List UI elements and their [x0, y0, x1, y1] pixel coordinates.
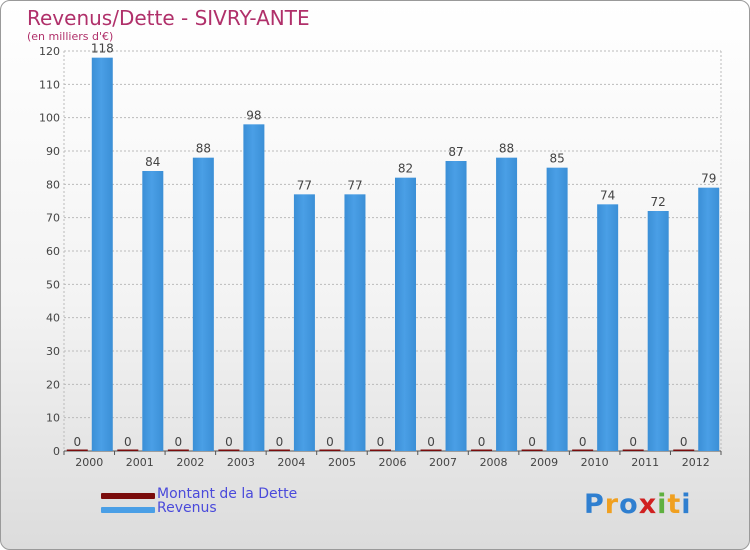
x-tick-label: 2007	[429, 456, 457, 469]
data-label-dette: 0	[478, 435, 486, 449]
logo-letter: t	[667, 489, 682, 520]
y-tick-label: 70	[46, 212, 60, 225]
bar-dette	[218, 449, 240, 451]
data-label-revenus: 77	[347, 178, 362, 192]
data-label-dette: 0	[680, 435, 688, 449]
x-tick-label: 2000	[75, 456, 103, 469]
data-label-revenus: 79	[701, 172, 716, 186]
x-tick-label: 2011	[631, 456, 659, 469]
data-label-revenus: 88	[499, 142, 514, 156]
bar-revenus	[597, 204, 619, 451]
data-label-dette: 0	[326, 435, 334, 449]
bar-dette	[319, 449, 341, 451]
bar-revenus	[243, 124, 265, 451]
data-label-dette: 0	[579, 435, 587, 449]
bar-revenus	[344, 194, 366, 452]
data-label-revenus: 72	[651, 195, 666, 209]
data-label-revenus: 84	[145, 155, 160, 169]
bar-revenus	[192, 157, 214, 451]
data-label-revenus: 82	[398, 162, 413, 176]
bar-revenus	[647, 211, 669, 451]
x-tick-label: 2010	[581, 456, 609, 469]
data-label-dette: 0	[427, 435, 435, 449]
data-label-dette: 0	[124, 435, 132, 449]
data-label-dette: 0	[377, 435, 385, 449]
y-tick-label: 120	[39, 45, 60, 58]
data-label-revenus: 98	[246, 108, 261, 122]
logo-letter: o	[619, 489, 639, 520]
y-tick-label: 40	[46, 312, 60, 325]
y-tick-label: 100	[39, 112, 60, 125]
x-tick-label: 2006	[379, 456, 407, 469]
data-label-revenus: 74	[600, 188, 615, 202]
bar-revenus	[293, 194, 315, 452]
y-tick-label: 80	[46, 178, 60, 191]
bar-revenus	[496, 157, 518, 451]
data-label-revenus: 77	[297, 178, 312, 192]
bar-revenus	[445, 161, 467, 451]
x-tick-label: 2008	[480, 456, 508, 469]
x-tick-label: 2012	[682, 456, 710, 469]
bar-dette	[268, 449, 290, 451]
y-tick-label: 90	[46, 145, 60, 158]
data-label-dette: 0	[73, 435, 81, 449]
logo-letter: P	[584, 489, 605, 520]
data-label-revenus: 118	[91, 42, 114, 56]
data-label-dette: 0	[276, 435, 284, 449]
y-tick-label: 60	[46, 245, 60, 258]
bar-revenus	[546, 167, 568, 451]
bar-dette	[521, 449, 543, 451]
data-label-revenus: 87	[448, 145, 463, 159]
x-tick-label: 2005	[328, 456, 356, 469]
x-tick-label: 2002	[176, 456, 204, 469]
data-label-dette: 0	[225, 435, 233, 449]
x-tick-label: 2004	[277, 456, 305, 469]
y-tick-label: 50	[46, 278, 60, 291]
legend-swatch-revenus	[101, 507, 155, 513]
chart-title: Revenus/Dette - SIVRY-ANTE	[27, 6, 310, 30]
x-tick-label: 2009	[530, 456, 558, 469]
bar-dette	[66, 449, 88, 451]
x-tick-label: 2001	[126, 456, 154, 469]
data-label-dette: 0	[528, 435, 536, 449]
bar-dette	[370, 449, 391, 451]
data-label-dette: 0	[175, 435, 183, 449]
bar-dette	[673, 449, 695, 451]
data-label-revenus: 85	[549, 152, 564, 166]
bar-dette	[117, 449, 139, 451]
bar-dette	[420, 449, 442, 451]
proxiti-logo: Proxiti	[584, 489, 692, 520]
bar-dette	[167, 449, 189, 451]
logo-letter: x	[638, 489, 658, 520]
bar-revenus	[395, 177, 416, 451]
data-label-dette: 0	[629, 435, 637, 449]
legend-label-revenus: Revenus	[157, 500, 217, 516]
logo-letter: r	[604, 489, 620, 520]
data-label-revenus: 88	[196, 142, 211, 156]
y-tick-label: 20	[46, 378, 60, 391]
legend-label-dette: Montant de la Dette	[157, 486, 298, 502]
chart-subtitle: (en milliers d'€)	[27, 30, 114, 43]
logo-letter: i	[657, 489, 668, 520]
y-tick-label: 10	[46, 412, 60, 425]
logo-letter: i	[681, 489, 692, 520]
bar-dette	[572, 449, 594, 451]
y-tick-label: 110	[39, 78, 60, 91]
y-tick-label: 30	[46, 345, 60, 358]
y-tick-label: 0	[53, 445, 60, 458]
x-tick-label: 2003	[227, 456, 255, 469]
bar-revenus	[142, 171, 164, 451]
bar-revenus	[91, 57, 113, 452]
bar-revenus	[698, 187, 720, 451]
bar-dette	[471, 449, 493, 451]
bar-dette	[622, 449, 644, 451]
legend-swatch-dette	[101, 493, 155, 499]
